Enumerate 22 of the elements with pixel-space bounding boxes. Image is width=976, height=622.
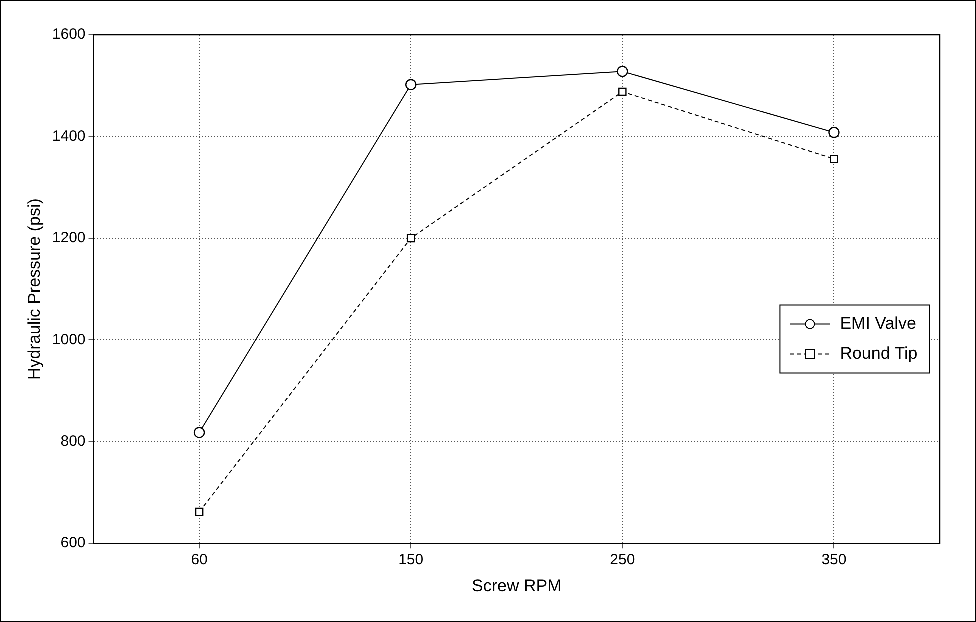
y-tick-label: 800 <box>60 433 86 450</box>
y-tick-label: 1400 <box>52 128 86 145</box>
point <box>830 154 838 164</box>
y-tick-label: 1000 <box>52 331 86 348</box>
x-tick-label: 250 <box>610 552 636 569</box>
legend-label: EMI Valve <box>840 314 916 333</box>
x-axis-title: Screw RPM <box>472 576 562 596</box>
point <box>406 234 416 243</box>
legend-label: Round Tip <box>840 344 918 363</box>
x-tick-label: 150 <box>398 552 424 569</box>
x-tick-label: 60 <box>191 552 208 569</box>
point <box>194 427 206 438</box>
y-tick-label: 600 <box>60 534 86 552</box>
point <box>195 508 204 516</box>
point <box>617 66 628 78</box>
y-tick-label: 1200 <box>52 230 86 247</box>
point <box>828 127 840 138</box>
y-tick-label: 1600 <box>52 26 86 44</box>
point <box>406 79 417 90</box>
point <box>618 88 627 96</box>
y-axis-title: Hydraulic Pressure (psi) <box>24 198 44 380</box>
x-tick-label: 350 <box>822 552 847 569</box>
